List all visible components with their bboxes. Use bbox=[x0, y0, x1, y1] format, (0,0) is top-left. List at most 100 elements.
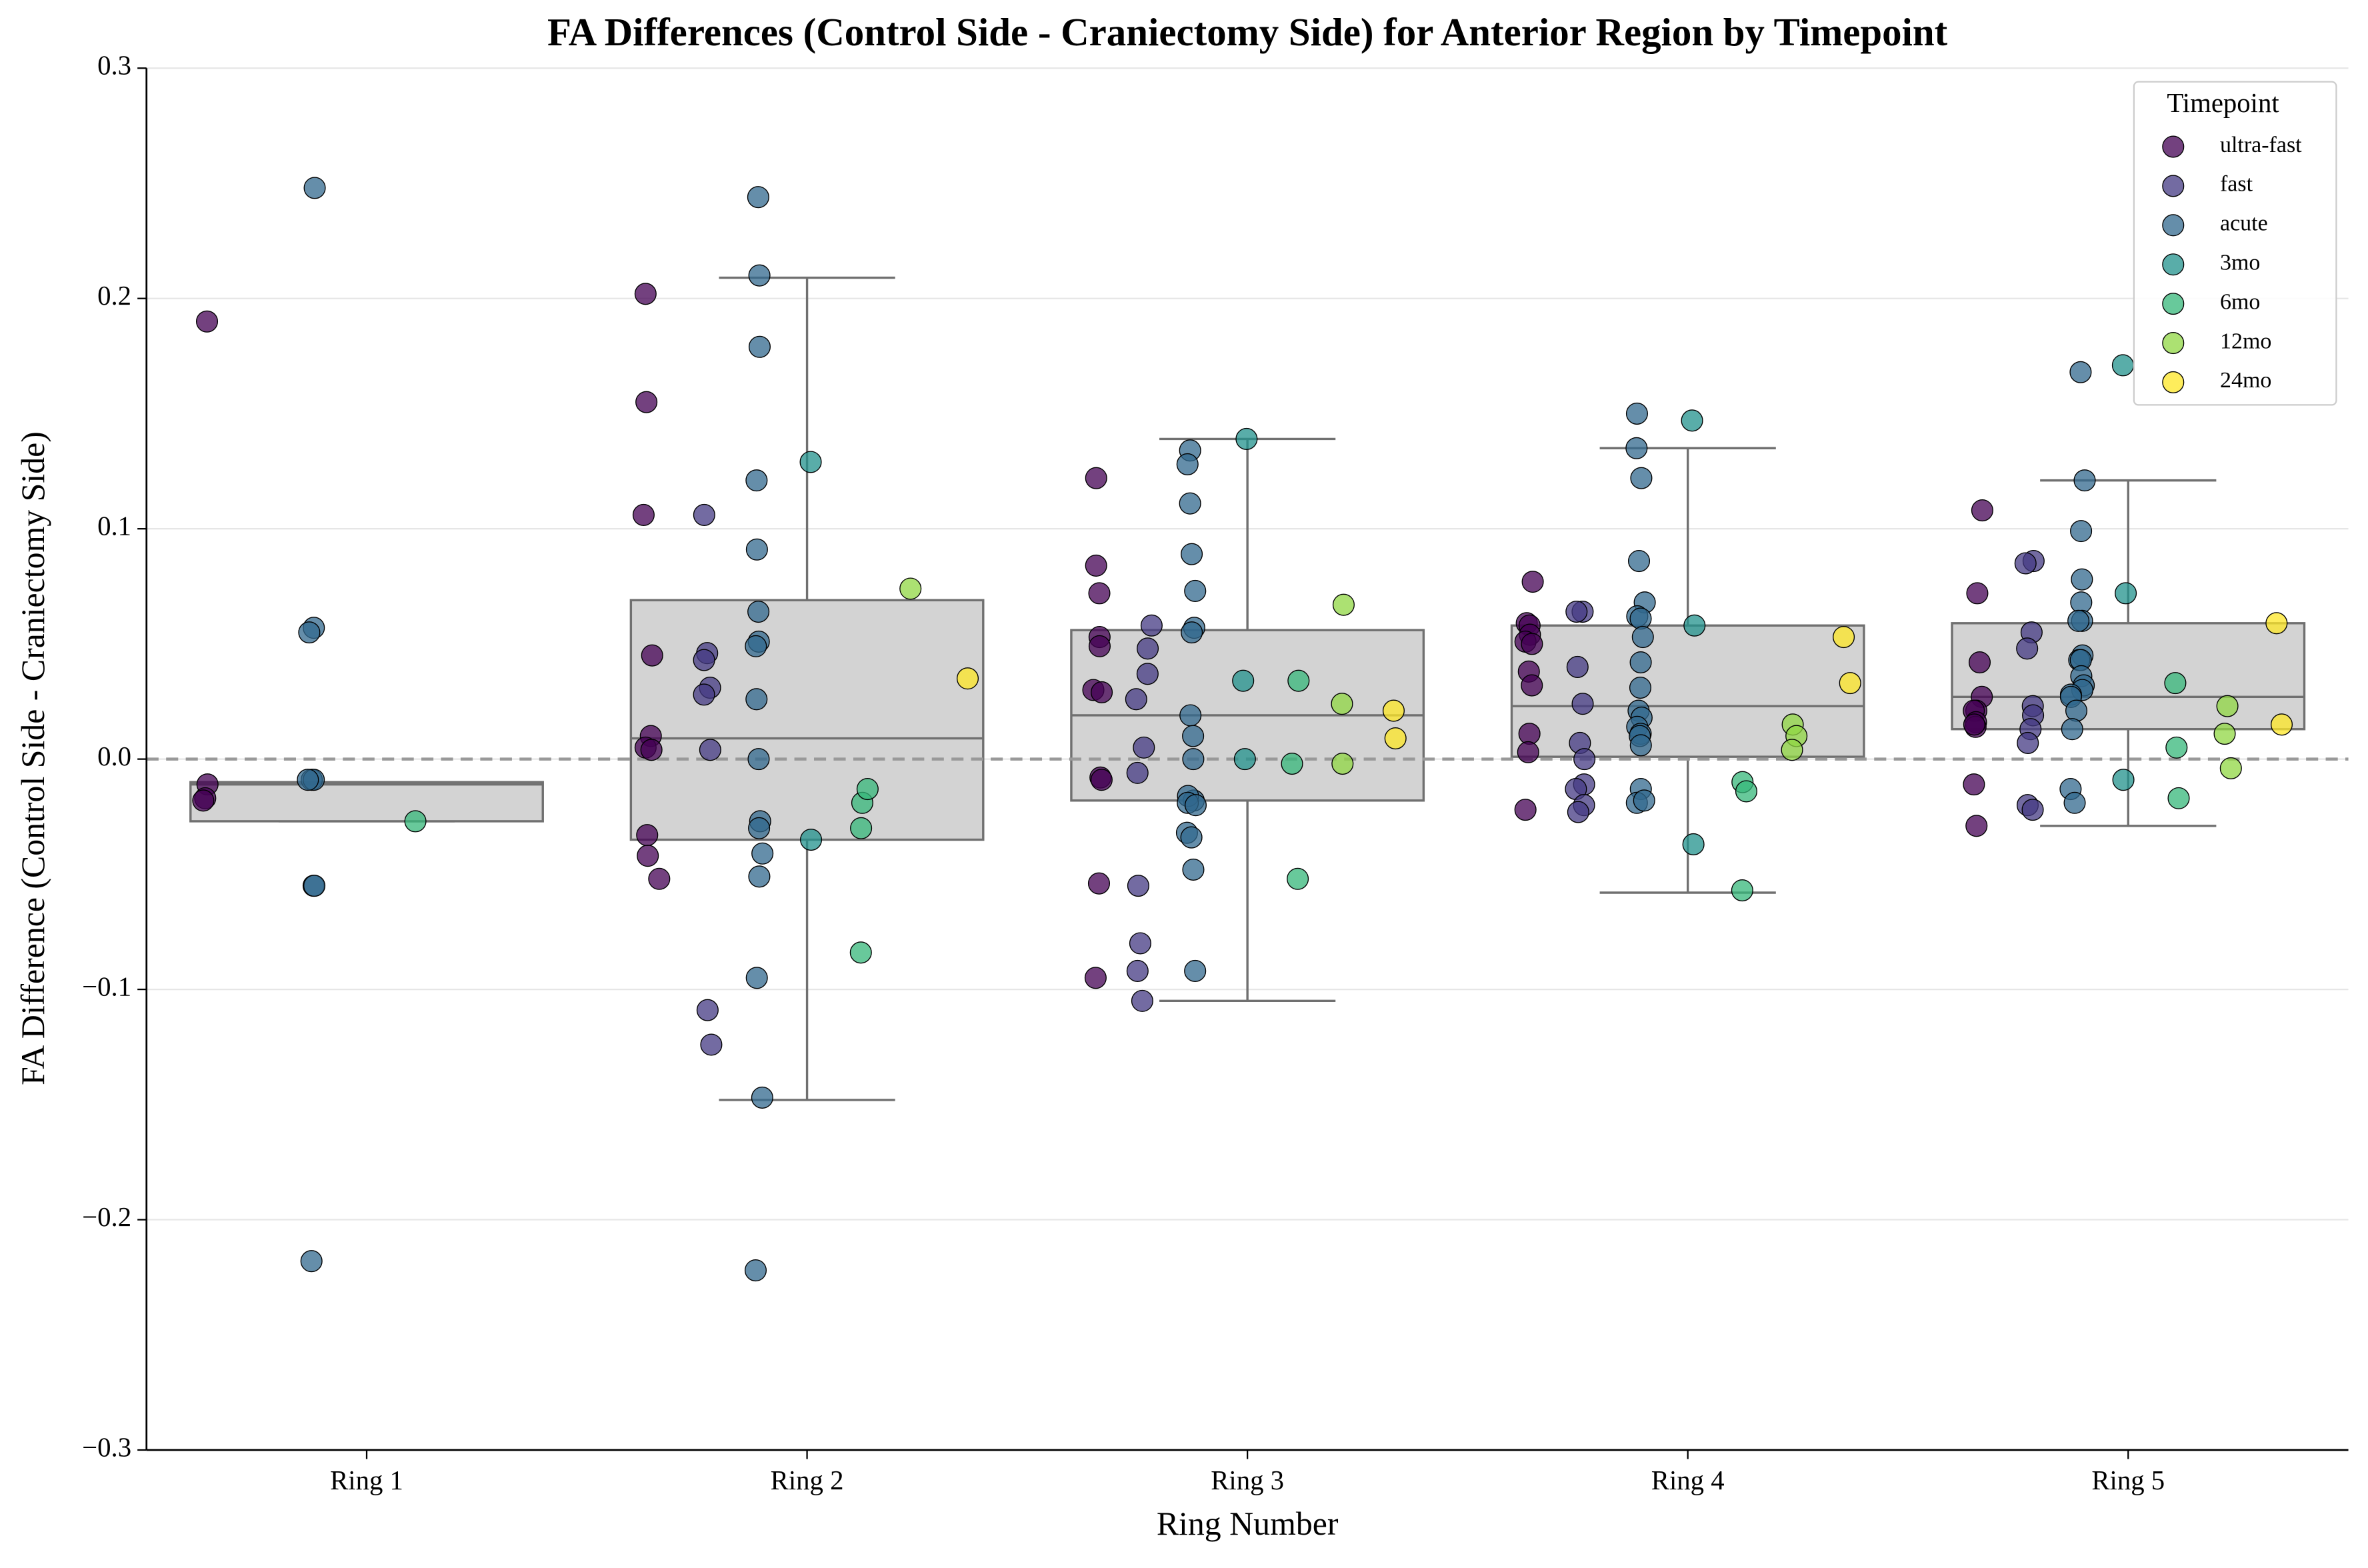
data-point bbox=[648, 867, 671, 890]
data-point bbox=[2165, 736, 2188, 759]
data-point bbox=[2071, 568, 2093, 591]
data-point bbox=[1521, 674, 1543, 697]
data-point bbox=[1137, 637, 1159, 660]
data-point bbox=[745, 688, 768, 711]
data-point bbox=[1682, 833, 1705, 855]
data-point bbox=[297, 769, 319, 791]
data-point bbox=[1287, 867, 1309, 890]
data-point bbox=[1085, 467, 1107, 489]
data-point bbox=[1140, 614, 1163, 637]
data-point bbox=[1179, 704, 1202, 727]
data-point bbox=[1963, 773, 1985, 796]
data-point bbox=[640, 739, 663, 761]
legend-marker bbox=[2162, 253, 2185, 276]
data-point bbox=[1735, 780, 1758, 803]
data-point bbox=[1179, 492, 1201, 515]
data-point bbox=[1968, 651, 1991, 674]
data-point bbox=[1126, 959, 1149, 982]
data-point bbox=[1085, 554, 1107, 577]
data-point bbox=[2164, 672, 2187, 695]
data-point bbox=[2265, 612, 2288, 635]
y-tick-label: 0.0 bbox=[97, 741, 131, 771]
data-point bbox=[1521, 571, 1544, 593]
data-point bbox=[1332, 593, 1355, 616]
data-point bbox=[2219, 757, 2242, 779]
data-point bbox=[404, 810, 427, 833]
data-point bbox=[2016, 637, 2039, 660]
data-point bbox=[1181, 621, 1203, 644]
data-point bbox=[1565, 600, 1588, 623]
data-point bbox=[849, 941, 872, 964]
data-point bbox=[1965, 815, 1988, 837]
data-point bbox=[745, 635, 767, 657]
data-point bbox=[956, 667, 979, 690]
box bbox=[1510, 624, 1865, 758]
data-point bbox=[1182, 725, 1205, 747]
chart-title: FA Differences (Control Side - Craniecto… bbox=[547, 11, 1948, 54]
data-point bbox=[696, 999, 719, 1021]
data-point bbox=[300, 1250, 323, 1273]
data-point bbox=[1129, 932, 1151, 955]
data-point bbox=[1176, 453, 1199, 475]
y-tick-label: −0.1 bbox=[82, 971, 131, 1001]
data-point bbox=[1331, 693, 1353, 715]
data-point bbox=[748, 335, 771, 358]
data-point bbox=[1088, 635, 1111, 657]
data-point bbox=[195, 310, 219, 333]
data-point bbox=[1566, 655, 1589, 678]
data-point bbox=[1839, 672, 1861, 695]
data-point bbox=[1630, 467, 1653, 489]
data-point bbox=[2213, 723, 2236, 745]
data-point bbox=[1629, 676, 1652, 699]
data-point bbox=[744, 1259, 767, 1282]
data-point bbox=[1281, 752, 1303, 775]
data-point bbox=[1683, 614, 1706, 637]
x-tick-label: Ring 2 bbox=[771, 1465, 844, 1495]
data-point bbox=[2115, 582, 2137, 605]
data-point bbox=[1521, 633, 1543, 655]
data-point bbox=[2063, 791, 2086, 814]
x-tick-label: Ring 5 bbox=[2091, 1465, 2165, 1495]
box bbox=[629, 599, 985, 841]
data-point bbox=[1966, 582, 1989, 605]
data-point bbox=[1629, 651, 1652, 674]
data-point bbox=[1180, 826, 1203, 849]
data-point bbox=[2014, 552, 2037, 575]
data-point bbox=[1287, 669, 1310, 692]
data-point bbox=[800, 828, 823, 851]
data-point bbox=[2112, 769, 2135, 791]
data-point bbox=[1184, 794, 1207, 817]
y-tick-label: 0.1 bbox=[97, 511, 131, 541]
data-point bbox=[1681, 409, 1703, 432]
legend-marker bbox=[2162, 175, 2185, 197]
data-point bbox=[1088, 582, 1111, 605]
data-point bbox=[1184, 579, 1207, 602]
data-point bbox=[2069, 361, 2092, 383]
data-point bbox=[699, 739, 721, 761]
data-point bbox=[632, 503, 655, 526]
data-point bbox=[1087, 872, 1111, 895]
x-axis-label: Ring Number bbox=[1157, 1505, 1339, 1542]
data-point bbox=[1182, 748, 1205, 771]
data-point bbox=[1232, 669, 1255, 692]
legend-marker bbox=[2162, 331, 2185, 355]
box bbox=[1951, 622, 2306, 731]
data-point bbox=[1235, 427, 1258, 450]
data-point bbox=[747, 186, 769, 209]
data-point bbox=[1133, 736, 1155, 759]
data-point bbox=[1625, 437, 1648, 459]
data-point bbox=[748, 264, 771, 287]
data-point bbox=[856, 777, 879, 801]
data-point bbox=[2073, 469, 2096, 492]
data-point bbox=[1331, 752, 1354, 775]
data-point bbox=[1627, 549, 1651, 573]
data-point bbox=[1573, 748, 1596, 771]
data-point bbox=[1971, 499, 1993, 522]
legend-title: Timepoint bbox=[2167, 88, 2279, 118]
legend-marker bbox=[2162, 371, 2185, 393]
legend-label: 24mo bbox=[2220, 368, 2271, 393]
data-point bbox=[2070, 591, 2093, 614]
data-point bbox=[1084, 967, 1107, 989]
